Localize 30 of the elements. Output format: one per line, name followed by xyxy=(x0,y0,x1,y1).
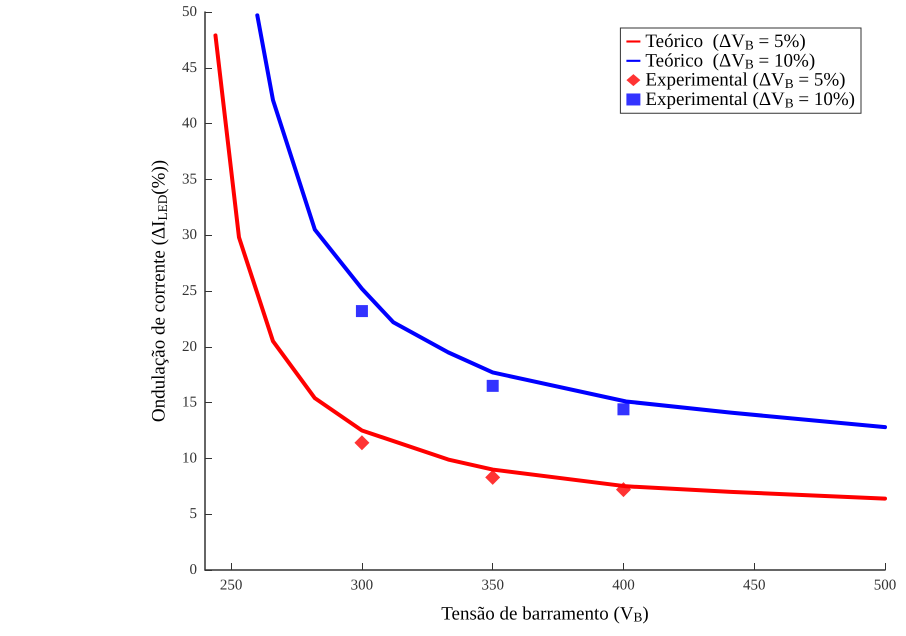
y-tick-label: 45 xyxy=(182,60,197,76)
point xyxy=(617,403,630,416)
line-series xyxy=(213,33,887,501)
x-tick-label: 400 xyxy=(612,578,635,594)
legend-label: Experimental (ΔVB = 5%) xyxy=(645,70,846,91)
y-tick-label: 35 xyxy=(182,171,197,188)
y-tick-label: 30 xyxy=(182,227,197,244)
x-tick-label: 350 xyxy=(481,578,504,594)
point xyxy=(354,435,370,450)
legend-label: Teórico (ΔVB = 10%) xyxy=(645,50,816,72)
point xyxy=(356,305,368,318)
legend-label: Experimental (ΔVB = 10%) xyxy=(645,88,856,110)
y-tick-label: 5 xyxy=(190,506,197,522)
x-tick-label: 300 xyxy=(350,578,374,594)
y-tick-label: 0 xyxy=(190,562,197,578)
line-series xyxy=(255,13,887,430)
y-tick-label: 10 xyxy=(182,450,197,466)
y-tick-label: 20 xyxy=(182,338,197,355)
y-axis-title: Ondulação de corrente (ΔILED(%)) xyxy=(148,160,170,422)
y-tick-label: 40 xyxy=(182,116,197,132)
y-tick-label: 25 xyxy=(182,283,197,299)
x-tick-label: 250 xyxy=(220,578,242,594)
x-tick-label: 450 xyxy=(742,578,766,594)
y-tick-label: 15 xyxy=(182,394,197,411)
point xyxy=(486,380,499,392)
y-tick-label: 50 xyxy=(182,4,197,20)
point xyxy=(485,470,500,485)
x-axis-title: Tensão de barramento (VB) xyxy=(441,603,649,625)
legend-label: Teórico (ΔVB = 5%) xyxy=(645,31,806,52)
x-tick-label: 500 xyxy=(874,578,896,594)
